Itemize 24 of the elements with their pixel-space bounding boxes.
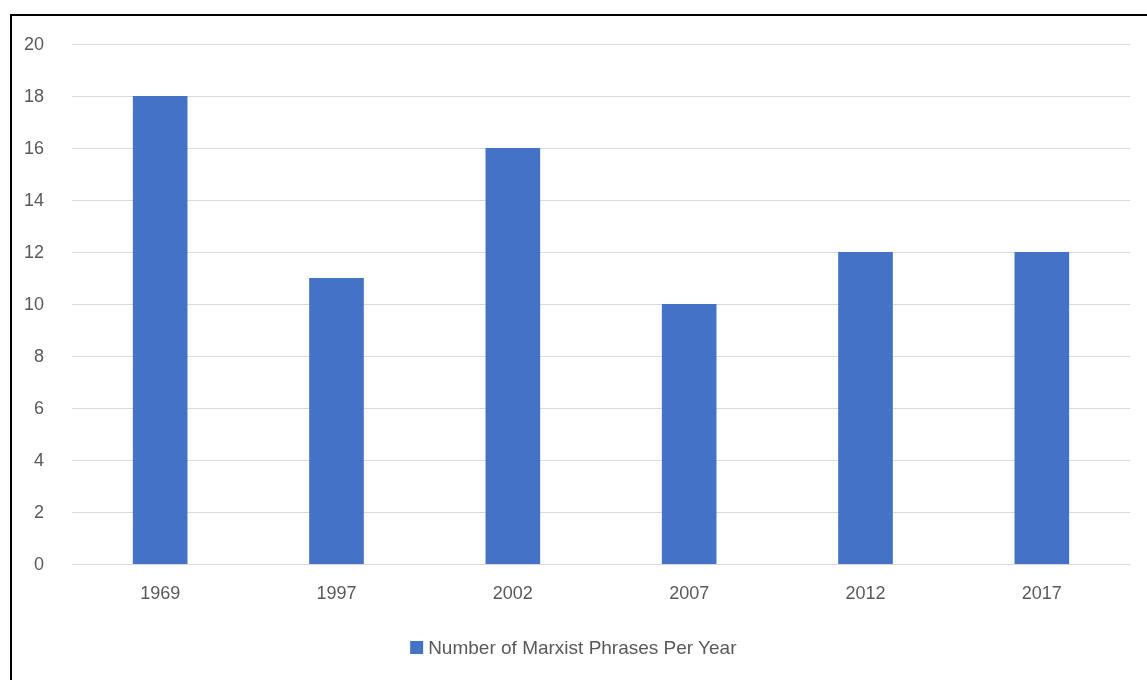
bar — [838, 252, 893, 564]
x-tick-label: 2012 — [845, 583, 886, 603]
y-tick-label: 16 — [23, 138, 44, 158]
y-tick-label: 18 — [23, 86, 44, 106]
y-tick-label: 2 — [33, 502, 44, 522]
bar — [132, 96, 188, 564]
y-tick-label: 10 — [23, 294, 44, 314]
x-tick-label: 2017 — [1021, 583, 1062, 603]
x-tick-label: 1997 — [316, 583, 357, 603]
y-tick-label: 4 — [33, 450, 44, 470]
x-tick-label: 2007 — [669, 583, 710, 603]
bar — [485, 148, 541, 564]
bar — [309, 278, 364, 564]
bar — [1014, 252, 1070, 564]
y-tick-label: 14 — [23, 190, 44, 210]
legend-label: Number of Marxist Phrases Per Year — [428, 637, 738, 658]
x-tick-label: 1969 — [140, 583, 181, 603]
bar — [661, 304, 717, 564]
y-tick-label: 6 — [33, 398, 44, 418]
y-tick-label: 8 — [33, 346, 44, 366]
x-tick-label: 2002 — [492, 583, 533, 603]
y-tick-label: 12 — [23, 242, 44, 262]
y-tick-label: 20 — [23, 34, 44, 54]
y-tick-label: 0 — [33, 554, 44, 574]
